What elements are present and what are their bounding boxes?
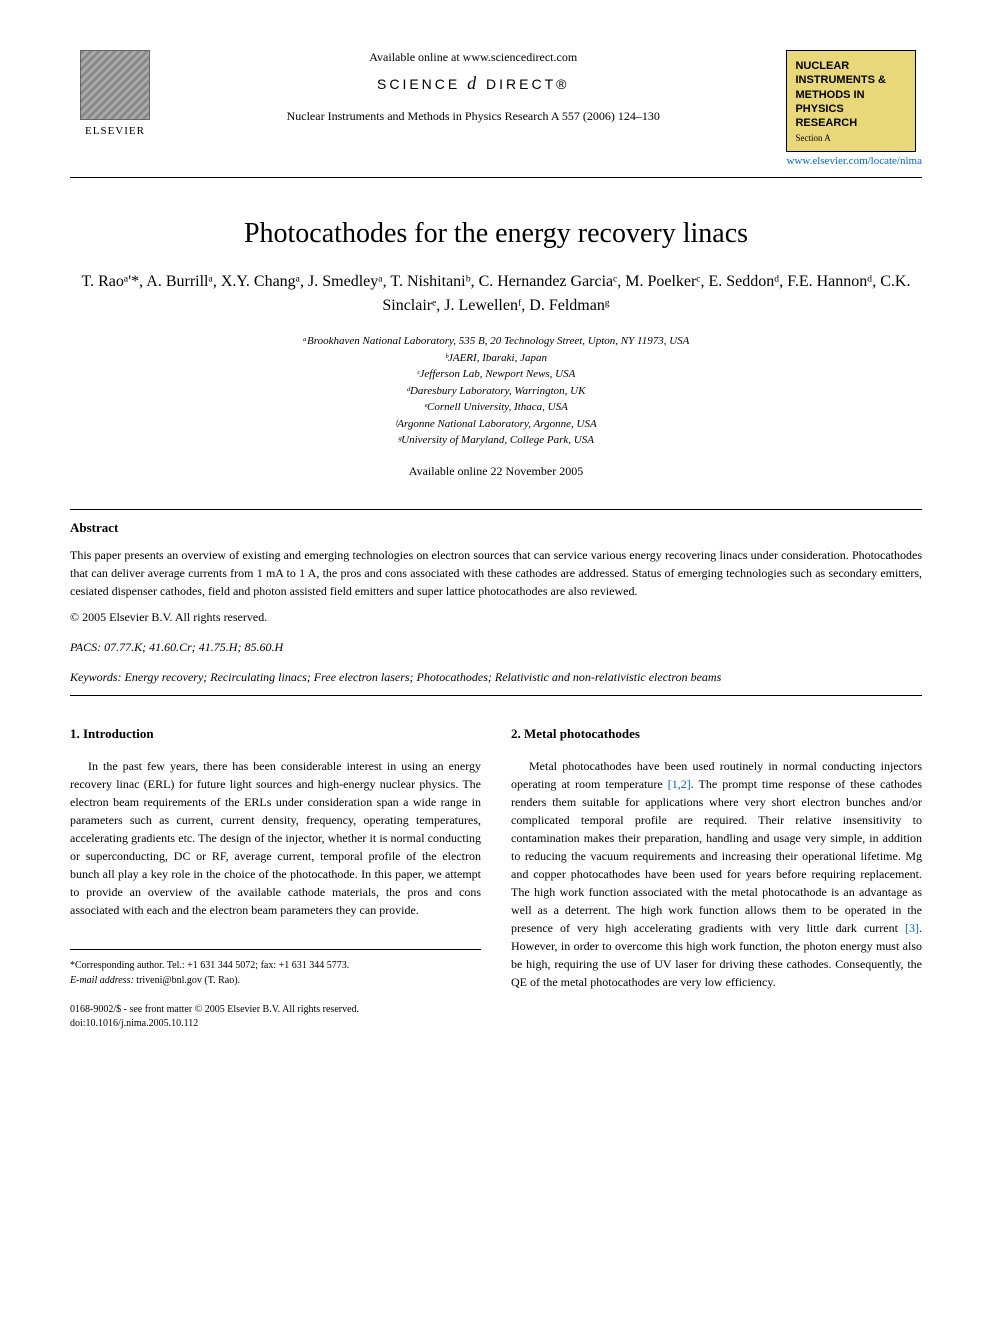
metal-text-mid: . The prompt time response of these cath…	[511, 777, 922, 935]
affiliation-e: ᵉCornell University, Ithaca, USA	[70, 399, 922, 416]
science-direct-prefix: SCIENCE	[377, 76, 460, 92]
elsevier-tree-icon	[80, 50, 150, 120]
copyright-text: © 2005 Elsevier B.V. All rights reserved…	[70, 610, 922, 625]
footnote-block: *Corresponding author. Tel.: +1 631 344 …	[70, 949, 481, 988]
science-direct-logo: SCIENCE d DIRECT®	[180, 73, 766, 94]
metal-text: Metal photocathodes have been used routi…	[511, 757, 922, 991]
journal-box-container: NUCLEAR INSTRUMENTS & METHODS IN PHYSICS…	[786, 50, 922, 167]
citation-link-1[interactable]: [1,2]	[668, 777, 691, 791]
affiliation-d: ᵈDaresbury Laboratory, Warrington, UK	[70, 383, 922, 400]
elsevier-label: ELSEVIER	[85, 125, 145, 137]
issn-line: 0168-9002/$ - see front matter © 2005 El…	[70, 1003, 481, 1017]
metal-heading: 2. Metal photocathodes	[511, 726, 922, 742]
introduction-heading: 1. Introduction	[70, 726, 481, 742]
journal-reference: Nuclear Instruments and Methods in Physi…	[180, 109, 766, 124]
left-column: 1. Introduction In the past few years, t…	[70, 726, 481, 1031]
elsevier-logo: ELSEVIER	[70, 50, 160, 150]
header-row: ELSEVIER Available online at www.science…	[70, 50, 922, 167]
introduction-text: In the past few years, there has been co…	[70, 757, 481, 919]
two-column-layout: 1. Introduction In the past few years, t…	[70, 726, 922, 1031]
affiliations: ᵃBrookhaven National Laboratory, 535 B, …	[70, 333, 922, 449]
journal-box: NUCLEAR INSTRUMENTS & METHODS IN PHYSICS…	[786, 50, 916, 152]
abstract-bottom-divider	[70, 695, 922, 696]
header-center: Available online at www.sciencedirect.co…	[160, 50, 786, 124]
affiliation-f: ᶠArgonne National Laboratory, Argonne, U…	[70, 416, 922, 433]
science-direct-d-icon: d	[467, 73, 479, 93]
footer-info: 0168-9002/$ - see front matter © 2005 El…	[70, 1003, 481, 1031]
doi-line: doi:10.1016/j.nima.2005.10.112	[70, 1017, 481, 1031]
email-address: triveni@bnl.gov (T. Rao).	[134, 975, 240, 986]
journal-box-section: Section A	[795, 133, 907, 143]
journal-box-title: NUCLEAR INSTRUMENTS & METHODS IN PHYSICS…	[795, 59, 907, 130]
citation-link-2[interactable]: [3]	[905, 921, 919, 935]
abstract-text: This paper presents an overview of exist…	[70, 546, 922, 600]
affiliation-a: ᵃBrookhaven National Laboratory, 535 B, …	[70, 333, 922, 350]
keywords: Keywords: Energy recovery; Recirculating…	[70, 670, 922, 685]
abstract-heading: Abstract	[70, 520, 922, 536]
science-direct-suffix: DIRECT®	[486, 76, 569, 92]
affiliation-g: ᵍUniversity of Maryland, College Park, U…	[70, 432, 922, 449]
pacs-codes: PACS: 07.77.K; 41.60.Cr; 41.75.H; 85.60.…	[70, 640, 922, 655]
affiliation-c: ᶜJefferson Lab, Newport News, USA	[70, 366, 922, 383]
right-column: 2. Metal photocathodes Metal photocathod…	[511, 726, 922, 1031]
header-divider	[70, 177, 922, 178]
authors-list: T. Raoᵃ'*, A. Burrillᵃ, X.Y. Changᵃ, J. …	[70, 270, 922, 318]
affiliation-b: ᵇJAERI, Ibaraki, Japan	[70, 350, 922, 367]
email-label: E-mail address:	[70, 975, 134, 986]
available-date: Available online 22 November 2005	[70, 464, 922, 479]
article-title: Photocathodes for the energy recovery li…	[70, 218, 922, 250]
journal-link[interactable]: www.elsevier.com/locate/nima	[786, 155, 922, 167]
corresponding-author: *Corresponding author. Tel.: +1 631 344 …	[70, 958, 481, 973]
email-line: E-mail address: triveni@bnl.gov (T. Rao)…	[70, 973, 481, 988]
available-online-text: Available online at www.sciencedirect.co…	[180, 50, 766, 65]
abstract-top-divider	[70, 509, 922, 510]
